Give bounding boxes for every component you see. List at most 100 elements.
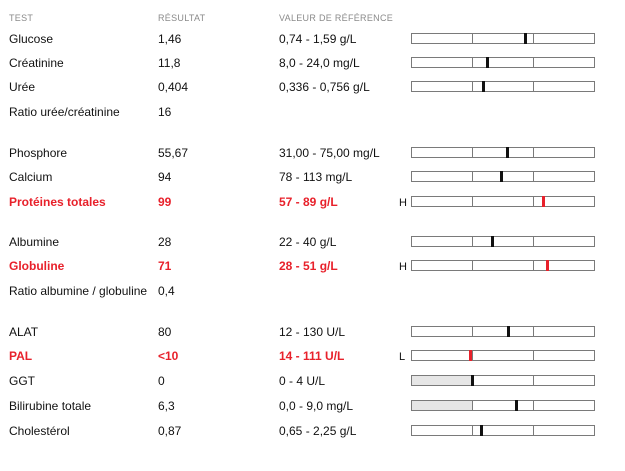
- gauge-marker: [486, 57, 489, 68]
- test-name: Bilirubine totale: [9, 399, 92, 413]
- gauge-divider: [533, 237, 534, 246]
- range-gauge: [411, 260, 595, 271]
- gauge-divider: [472, 58, 473, 67]
- reference-range: 0,74 - 1,59 g/L: [279, 32, 357, 46]
- abnormal-flag: L: [399, 351, 406, 363]
- gauge-divider: [533, 351, 534, 360]
- test-name: ALAT: [9, 325, 39, 339]
- test-name: PAL: [9, 349, 33, 363]
- reference-range: 0,336 - 0,756 g/L: [279, 80, 370, 94]
- result-value: 16: [158, 105, 172, 119]
- range-gauge: [411, 236, 595, 247]
- reference-range: 78 - 113 mg/L: [279, 170, 353, 184]
- test-name: Phosphore: [9, 146, 68, 160]
- gauge-divider: [533, 82, 534, 91]
- gauge-divider: [533, 401, 534, 410]
- result-value: 80: [158, 325, 172, 339]
- result-value: 0,87: [158, 424, 182, 438]
- gauge-marker: [482, 81, 485, 92]
- result-value: 0,4: [158, 284, 175, 298]
- gauge-marker: [542, 196, 545, 207]
- gauge-divider: [472, 148, 473, 157]
- test-name: Cholestérol: [9, 424, 70, 438]
- gauge-divider: [472, 351, 473, 360]
- test-name: Globuline: [9, 259, 65, 273]
- column-header-test: TEST: [9, 13, 34, 23]
- reference-range: 22 - 40 g/L: [279, 235, 337, 249]
- gauge-divider: [472, 426, 473, 435]
- gauge-divider: [472, 261, 473, 270]
- column-header-reference: VALEUR DE RÉFÉRENCE: [279, 13, 394, 23]
- gauge-marker: [506, 147, 509, 158]
- gauge-divider: [533, 327, 534, 336]
- result-value: 94: [158, 170, 172, 184]
- result-value: 99: [158, 195, 172, 209]
- range-gauge: [411, 196, 595, 207]
- gauge-divider: [533, 148, 534, 157]
- test-name: Ratio urée/créatinine: [9, 105, 120, 119]
- result-value: 0,404: [158, 80, 189, 94]
- gauge-marker: [480, 425, 483, 436]
- gauge-marker: [515, 400, 518, 411]
- gauge-divider: [533, 197, 534, 206]
- gauge-divider: [533, 172, 534, 181]
- range-gauge: [411, 171, 595, 182]
- result-value: 1,46: [158, 32, 182, 46]
- reference-range: 31,00 - 75,00 mg/L: [279, 146, 380, 160]
- reference-range: 0,0 - 9,0 mg/L: [279, 399, 354, 413]
- gauge-divider: [533, 376, 534, 385]
- gauge-divider: [472, 237, 473, 246]
- gauge-divider: [472, 327, 473, 336]
- result-value: 55,67: [158, 146, 189, 160]
- test-name: Calcium: [9, 170, 53, 184]
- gauge-marker: [524, 33, 527, 44]
- reference-range: 8,0 - 24,0 mg/L: [279, 56, 360, 70]
- gauge-marker: [546, 260, 549, 271]
- gauge-marker: [500, 171, 503, 182]
- reference-range: 14 - 111 U/L: [279, 349, 345, 363]
- test-name: GGT: [9, 374, 35, 388]
- range-gauge: [411, 81, 595, 92]
- gauge-low-fill: [412, 376, 472, 385]
- gauge-divider: [533, 426, 534, 435]
- range-gauge: [411, 326, 595, 337]
- gauge-divider: [533, 58, 534, 67]
- result-value: 0: [158, 374, 165, 388]
- reference-range: 57 - 89 g/L: [279, 195, 338, 209]
- reference-range: 0 - 4 U/L: [279, 374, 326, 388]
- reference-range: 0,65 - 2,25 g/L: [279, 424, 357, 438]
- gauge-divider: [533, 34, 534, 43]
- reference-range: 12 - 130 U/L: [279, 325, 346, 339]
- column-header-result: RÉSULTAT: [158, 13, 206, 23]
- abnormal-flag: H: [399, 197, 407, 209]
- range-gauge: [411, 33, 595, 44]
- reference-range: 28 - 51 g/L: [279, 259, 338, 273]
- test-name: Urée: [9, 80, 36, 94]
- range-gauge: [411, 147, 595, 158]
- test-name: Ratio albumine / globuline: [9, 284, 148, 298]
- gauge-divider: [472, 34, 473, 43]
- result-value: 11,8: [158, 56, 181, 70]
- test-name: Protéines totales: [9, 195, 106, 209]
- range-gauge: [411, 375, 595, 386]
- test-name: Glucose: [9, 32, 54, 46]
- gauge-low-fill: [412, 401, 472, 410]
- result-value: 28: [158, 235, 172, 249]
- result-value: 6,3: [158, 399, 175, 413]
- range-gauge: [411, 57, 595, 68]
- result-value: 71: [158, 259, 172, 273]
- gauge-divider: [472, 401, 473, 410]
- gauge-marker: [507, 326, 510, 337]
- range-gauge: [411, 400, 595, 411]
- test-name: Albumine: [9, 235, 60, 249]
- gauge-marker: [471, 375, 474, 386]
- test-name: Créatinine: [9, 56, 64, 70]
- result-value: <10: [158, 349, 179, 363]
- gauge-divider: [472, 172, 473, 181]
- gauge-divider: [472, 82, 473, 91]
- range-gauge: [411, 350, 595, 361]
- gauge-marker: [469, 350, 472, 361]
- gauge-marker: [491, 236, 494, 247]
- gauge-divider: [533, 261, 534, 270]
